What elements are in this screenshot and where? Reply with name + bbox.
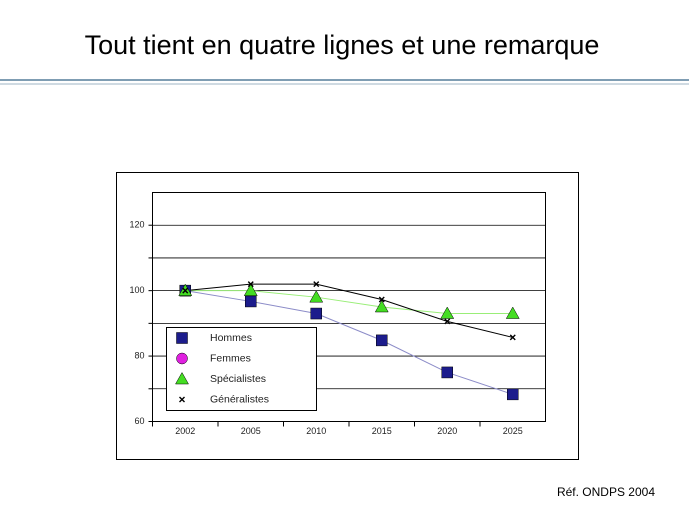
- marker-cross: [179, 396, 185, 403]
- marker-cross: [182, 287, 189, 294]
- legend-label: Femmes: [210, 352, 251, 364]
- marker-triangle: [374, 299, 389, 313]
- marker-cross: [313, 281, 320, 288]
- y-tick-label: 120: [129, 220, 144, 230]
- legend-label: Généralistes: [210, 393, 269, 405]
- x-tick-label: 2020: [437, 426, 457, 436]
- marker-triangle: [440, 306, 455, 319]
- marker-triangle: [309, 290, 324, 303]
- marker-circle: [176, 352, 188, 365]
- marker-cross: [247, 281, 254, 288]
- slide-title: Tout tient en quatre lignes et une remar…: [85, 30, 600, 60]
- y-tick-label: 60: [134, 416, 144, 426]
- marker-square: [441, 366, 453, 379]
- marker-square: [507, 388, 519, 401]
- marker-triangle: [505, 306, 520, 319]
- marker-cross: [444, 318, 451, 325]
- legend-label: Spécialistes: [210, 373, 266, 385]
- y-tick-label: 100: [129, 285, 144, 295]
- marker-triangle: [243, 283, 258, 296]
- x-tick-label: 2025: [503, 426, 523, 436]
- legend-label: Hommes: [210, 332, 252, 344]
- marker-square: [176, 332, 188, 344]
- legend: Hommes Femmes Spécialistes Généralistes: [166, 327, 317, 411]
- marker-square: [245, 295, 257, 308]
- x-tick-label: 2002: [175, 426, 195, 436]
- y-tick-label: 80: [134, 350, 144, 360]
- marker-cross: [378, 296, 385, 303]
- x-tick-label: 2010: [306, 426, 326, 436]
- marker-square: [310, 307, 322, 320]
- chart: 60 80 100 120 2002 2005 2010 2015 2020 2025 Hommes…: [129, 220, 546, 436]
- footer: Réf. ONDPS 2004: [557, 485, 655, 499]
- x-tick-label: 2005: [241, 426, 261, 436]
- marker-square: [376, 334, 388, 347]
- marker-cross: [509, 334, 516, 341]
- x-tick-label: 2015: [372, 426, 392, 436]
- series-line: [185, 290, 513, 395]
- series-line: [185, 290, 513, 315]
- series-line: [185, 283, 513, 338]
- marker-triangle: [175, 371, 189, 385]
- legend-box: [166, 327, 317, 411]
